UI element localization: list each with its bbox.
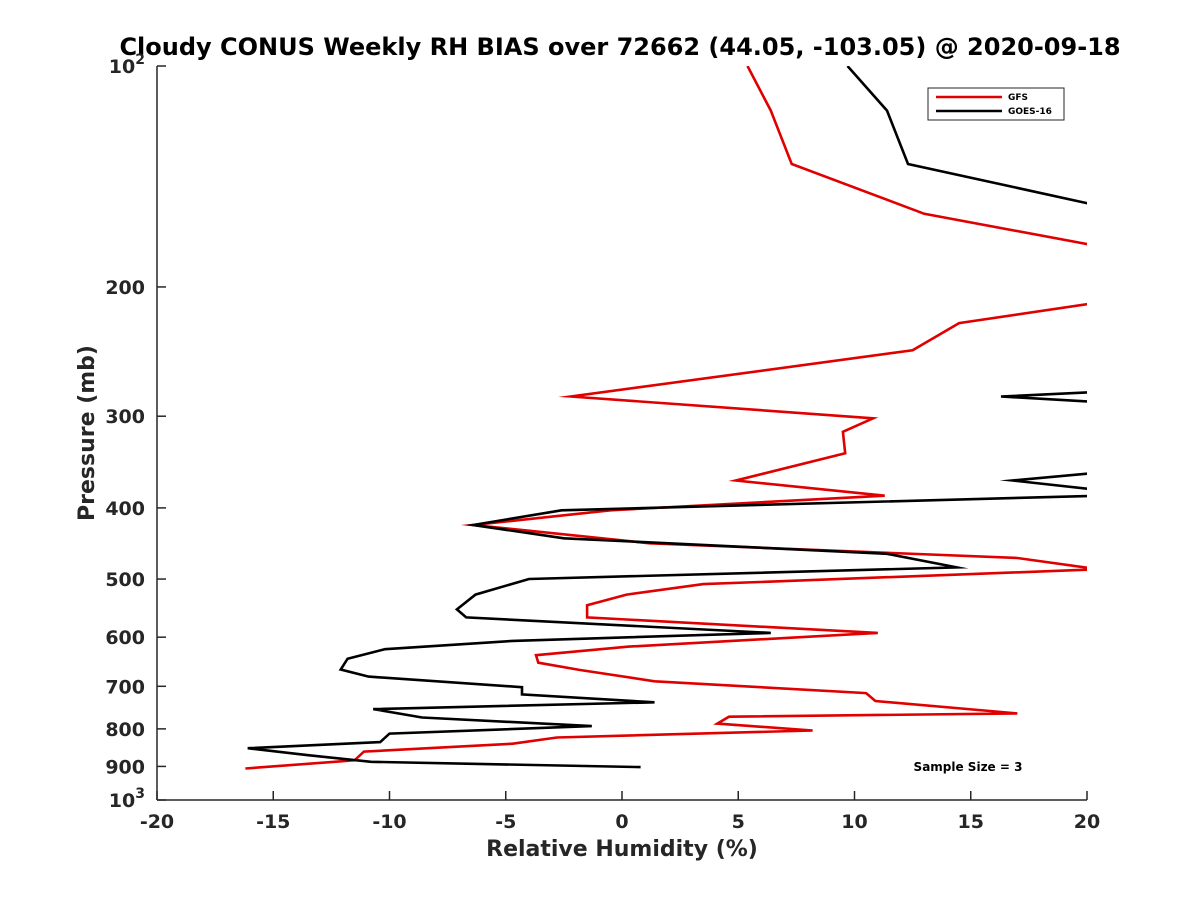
- legend-entries: GFS GOES-16: [936, 93, 1052, 117]
- series-line-goes-16: [846, 66, 1087, 205]
- x-tick-label: 20: [1074, 811, 1100, 833]
- y-ticks: 102 200 300 400 500 600 700 800 900 103: [105, 52, 166, 812]
- series-line-gfs: [746, 66, 1087, 246]
- x-tick-label: 10: [841, 811, 867, 833]
- series-line-goes-16: [247, 494, 1087, 769]
- x-axis-label: Relative Humidity (%): [486, 837, 758, 862]
- legend-label: GOES-16: [1008, 107, 1052, 117]
- x-tick-label: -5: [495, 811, 516, 833]
- plot-frame: [157, 66, 1087, 800]
- x-tick-label: -20: [140, 811, 174, 833]
- legend-box: [927, 87, 1065, 121]
- series-layer: [245, 66, 1087, 770]
- y-tick-label: 300: [105, 406, 145, 428]
- y-tick-label: 200: [105, 277, 145, 299]
- x-tick-label: 0: [615, 811, 628, 833]
- legend-label: GFS: [1008, 93, 1028, 103]
- y-tick-label: 102: [109, 52, 145, 78]
- plot-area: -20 -15 -10 -5 0 5 10 15 20 102 200 300 400 500 600 70…: [105, 52, 1100, 833]
- x-tick-label: -10: [372, 811, 406, 833]
- series-line-goes-16: [999, 472, 1087, 490]
- y-tick-label: 600: [105, 627, 145, 649]
- series-line-goes-16: [1000, 391, 1087, 403]
- y-tick-label: 103: [109, 786, 145, 812]
- chart-title: Cloudy CONUS Weekly RH BIAS over 72662 (…: [119, 33, 1120, 61]
- legend: GFS GOES-16: [927, 87, 1065, 121]
- x-tick-label: 5: [732, 811, 745, 833]
- x-ticks: -20 -15 -10 -5 0 5 10 15 20: [140, 791, 1100, 833]
- y-tick-label: 900: [105, 756, 145, 778]
- y-tick-label: 700: [105, 676, 145, 698]
- series-line-gfs: [245, 302, 1087, 770]
- y-tick-label: 400: [105, 498, 145, 520]
- x-tick-label: -15: [256, 811, 290, 833]
- y-tick-label: 800: [105, 719, 145, 741]
- y-axis-label: Pressure (mb): [75, 345, 100, 521]
- x-tick-label: 15: [958, 811, 984, 833]
- y-tick-label: 500: [105, 569, 145, 591]
- sample-size-annotation: Sample Size = 3: [914, 760, 1023, 774]
